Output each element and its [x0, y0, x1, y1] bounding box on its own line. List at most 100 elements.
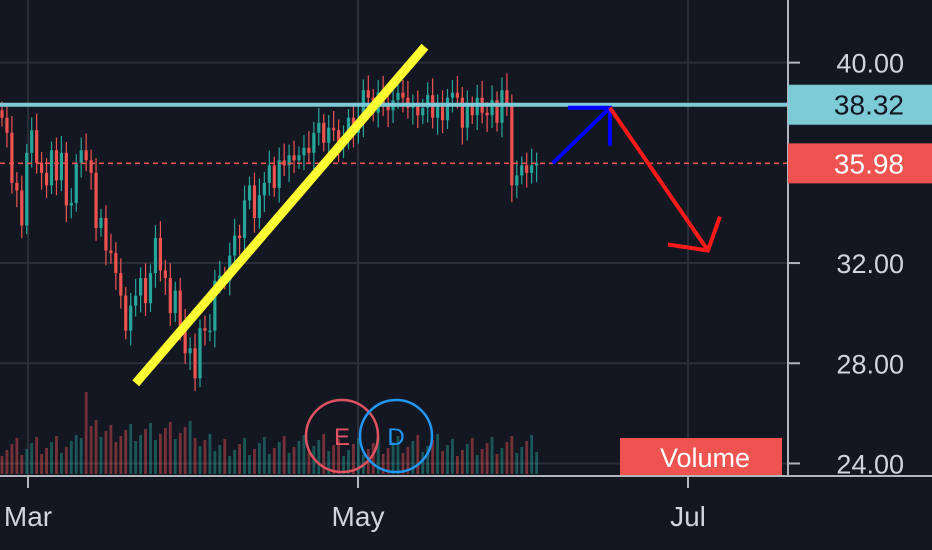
candle-body [312, 132, 316, 153]
candle-body [109, 250, 113, 254]
volume-bar [490, 437, 494, 474]
candle-body [262, 182, 266, 196]
volume-bar [446, 445, 449, 474]
candle-body [247, 185, 252, 201]
volume-bar [381, 454, 385, 474]
candle-body [233, 235, 237, 256]
candle-body [460, 97, 464, 128]
candle-body [20, 190, 24, 226]
volume-bar [277, 442, 281, 474]
time-scale[interactable] [0, 476, 932, 550]
candle-body [495, 100, 499, 123]
volume-bar [193, 438, 197, 474]
candle-body [198, 328, 202, 379]
volume-bar [322, 434, 326, 474]
volume-bar [376, 437, 380, 474]
dividend-event-marker[interactable]: D [358, 398, 434, 474]
volume-bar [74, 435, 78, 474]
volume-bar [297, 441, 301, 474]
volume-bar [168, 422, 172, 474]
candle-body [426, 95, 430, 108]
volume-bar [465, 444, 469, 474]
volume-bar [282, 436, 286, 474]
candle-body [450, 92, 455, 98]
candle-body [445, 97, 450, 121]
volume-bar [104, 431, 108, 474]
earnings-event-marker[interactable]: E [304, 398, 380, 474]
volume-bar [109, 425, 113, 474]
uptrend-line-drawing[interactable] [132, 43, 429, 387]
volume-bar [30, 443, 34, 474]
volume-bar [500, 448, 504, 474]
candle-body [208, 330, 212, 333]
volume-bar [35, 437, 39, 474]
volume-bar [178, 433, 182, 474]
candle-body [421, 107, 425, 116]
volume-bar [337, 439, 340, 474]
volume-bar [515, 453, 519, 474]
volume-bar [495, 454, 499, 474]
volume-legend-badge[interactable]: Volume [620, 438, 782, 476]
candle-body [49, 150, 54, 186]
volume-bar [253, 449, 256, 474]
candle-body [119, 273, 123, 296]
price-tick-label: 32.00 [836, 249, 904, 279]
volume-bar [99, 437, 103, 474]
volume-bar [114, 442, 118, 474]
volume-bar [20, 455, 24, 474]
candle-body [148, 273, 153, 304]
volume-bar [40, 454, 43, 474]
candle-body [124, 295, 128, 331]
candle-body [465, 105, 469, 128]
candle-body [203, 328, 207, 331]
price-tick-label: 24.00 [836, 449, 904, 479]
candle-body [406, 97, 410, 108]
last-price-tag: 35.98 [788, 143, 932, 184]
down-arrow-drawing[interactable] [608, 106, 722, 253]
volume-bar [149, 423, 152, 474]
candle-body [282, 160, 286, 166]
candle-body [44, 172, 49, 186]
volume-bar [520, 447, 524, 474]
time-tick-label: Mar [4, 501, 52, 532]
volume-bar [347, 450, 350, 474]
volume-bar [94, 420, 98, 474]
candle-body [30, 130, 34, 153]
price-tick-label: 40.00 [836, 49, 904, 79]
volume-bar [411, 441, 415, 474]
up-arrow-shaft [551, 106, 612, 165]
volume-bar [317, 440, 321, 474]
volume-bar [287, 453, 291, 474]
time-tick-label: May [332, 501, 385, 532]
candle-body [139, 278, 143, 296]
candle-body [436, 105, 440, 118]
volume-bar [292, 447, 296, 474]
last-price-label: 35.98 [834, 148, 904, 179]
volume-bar [79, 438, 83, 474]
volume-bar [441, 451, 444, 474]
candle-body [158, 238, 162, 271]
candle-body [84, 150, 88, 161]
candle-body [386, 105, 390, 111]
volume-bar [163, 428, 167, 474]
volume-bar [55, 436, 58, 474]
candle-body [267, 165, 271, 183]
resistance-price-tag: 38.32 [788, 84, 932, 125]
volume-bar [342, 456, 345, 474]
volume-bar [154, 440, 157, 474]
earnings-event-circle [304, 398, 380, 474]
candle-body [0, 110, 4, 118]
volume-bar [267, 454, 271, 474]
volume-bar [451, 439, 454, 474]
candle-body [143, 278, 148, 304]
candle-body [64, 152, 68, 206]
candle-body [252, 185, 257, 218]
dividend-event-circle [358, 398, 434, 474]
candle-body [470, 105, 474, 116]
candle-body [515, 175, 519, 186]
candle-body [54, 150, 59, 181]
candle-body [79, 150, 83, 163]
volume-bar [391, 442, 395, 474]
candle-body [535, 163, 539, 166]
